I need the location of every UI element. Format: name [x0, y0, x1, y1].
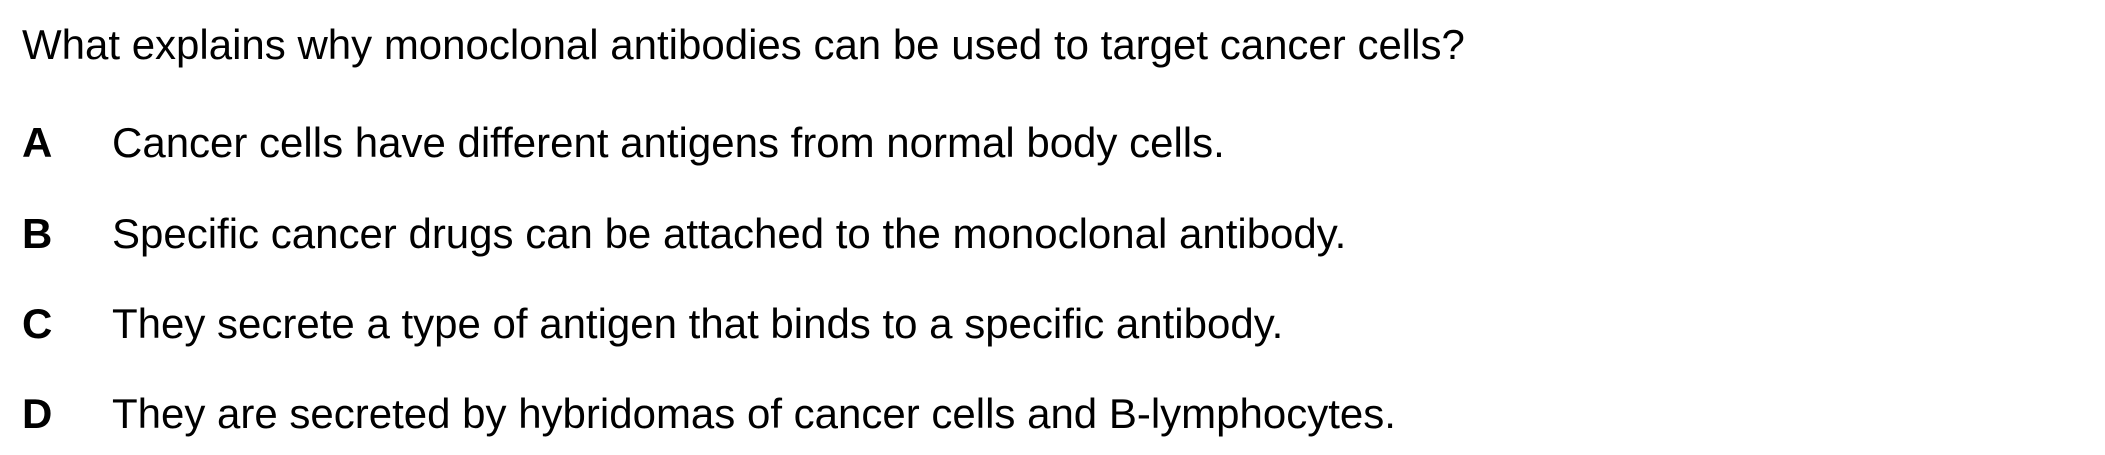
- answer-option-a[interactable]: A Cancer cells have different antigens f…: [22, 116, 1225, 170]
- option-letter: B: [22, 210, 53, 257]
- option-letter: A: [22, 119, 53, 166]
- answer-option-c[interactable]: C They secrete a type of antigen that bi…: [22, 297, 1283, 351]
- answer-option-d[interactable]: D They are secreted by hybridomas of can…: [22, 387, 1396, 441]
- option-text: Cancer cells have different antigens fro…: [112, 119, 1225, 166]
- option-letter: C: [22, 300, 53, 347]
- option-text: They secrete a type of antigen that bind…: [112, 300, 1284, 347]
- option-text: Specific cancer drugs can be attached to…: [112, 210, 1347, 257]
- option-text: They are secreted by hybridomas of cance…: [112, 390, 1396, 437]
- question-text: What explains why monoclonal antibodies …: [22, 21, 1465, 68]
- option-letter: D: [22, 390, 53, 437]
- answer-option-b[interactable]: B Specific cancer drugs can be attached …: [22, 207, 1346, 261]
